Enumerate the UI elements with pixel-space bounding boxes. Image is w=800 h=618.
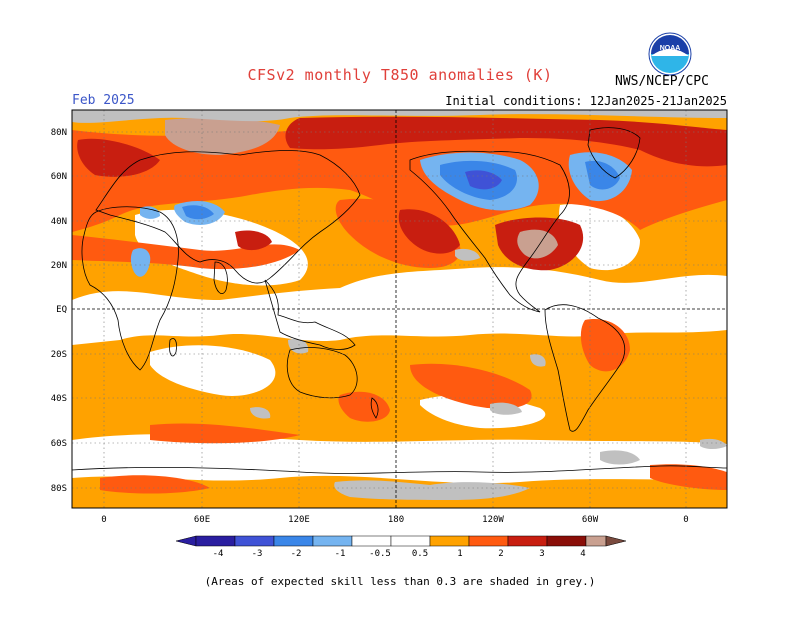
field-red-southpac xyxy=(410,363,532,409)
lon-label: 120E xyxy=(288,515,310,525)
lon-label: 120W xyxy=(482,515,504,525)
lon-label: 0 xyxy=(101,515,106,525)
colorbar-label: -1 xyxy=(335,549,346,559)
lat-label: 40N xyxy=(51,217,67,227)
colorbar-box xyxy=(312,535,353,547)
field-grey-4 xyxy=(600,450,640,465)
lat-label: 20S xyxy=(51,350,67,360)
coast-madagascar xyxy=(169,338,177,357)
coast-greenland xyxy=(587,127,641,179)
colorbar-box xyxy=(468,535,509,547)
coast-samerica xyxy=(544,304,625,432)
colorbar-label: 4 xyxy=(580,549,585,559)
colorbar-arrow-left xyxy=(175,535,197,547)
forecast-month: Feb 2025 xyxy=(72,93,135,108)
coast-nz xyxy=(370,397,379,419)
lon-label: 0 xyxy=(683,515,688,525)
lon-label: 60W xyxy=(582,515,599,525)
lat-label: 40S xyxy=(51,394,67,404)
coast-antarctica xyxy=(72,465,727,474)
colorbar-box xyxy=(429,535,470,547)
colorbar-box xyxy=(273,535,314,547)
field-grey-5 xyxy=(700,438,727,449)
field-blue-canada-core xyxy=(465,170,502,190)
coast-australia xyxy=(286,347,358,399)
field-brown-us xyxy=(517,229,558,259)
field-darkred-pacific xyxy=(398,209,460,254)
initial-conditions: Initial conditions: 12Jan2025-21Jan2025 xyxy=(445,94,727,108)
colorbar-label: 1 xyxy=(457,549,462,559)
coast-india xyxy=(213,261,228,294)
field-darkred-asia xyxy=(235,230,272,251)
colorbar-box xyxy=(585,535,607,547)
noaa-logo: NOAA xyxy=(648,32,692,76)
field-grey-3 xyxy=(490,402,522,415)
field-red-antarctic-w xyxy=(650,464,727,490)
colorbar-label: -3 xyxy=(252,549,263,559)
lat-label: 60N xyxy=(51,172,67,182)
skill-footnote: (Areas of expected skill less than 0.3 a… xyxy=(204,575,596,588)
lat-label: 20N xyxy=(51,261,67,271)
agency-label: NWS/NCEP/CPC xyxy=(615,74,709,89)
colorbar-box xyxy=(546,535,587,547)
coast-africa xyxy=(81,206,179,371)
field-blue-europe xyxy=(140,206,160,219)
field-grey-hawaii xyxy=(455,248,480,261)
lat-label: EQ xyxy=(56,305,67,315)
colorbar-arrow-right xyxy=(605,535,627,547)
lon-label: 180 xyxy=(388,515,404,525)
field-red-southern xyxy=(150,423,300,444)
colorbar-box xyxy=(195,535,236,547)
field-red-eurasia xyxy=(72,235,300,270)
field-darkred-siberia xyxy=(77,138,160,177)
reference-lines xyxy=(72,110,727,508)
colorbar-label: 0.5 xyxy=(412,549,428,559)
lon-labels: 0 60E 120E 180 120W 60W 0 xyxy=(101,515,688,525)
map-title: CFSv2 monthly T850 anomalies (K) xyxy=(247,66,553,84)
coast-europe-asia xyxy=(95,150,361,284)
colorbar-label: 2 xyxy=(498,549,503,559)
colorbar-label: -2 xyxy=(291,549,302,559)
field-grey-arctic xyxy=(72,110,727,123)
field-grey-antarctic xyxy=(334,480,530,500)
coastlines xyxy=(72,127,727,474)
field-white-namerica xyxy=(559,204,640,271)
logo-text: NOAA xyxy=(660,45,681,52)
colorbar-label: -4 xyxy=(213,549,224,559)
lat-label: 80N xyxy=(51,128,67,138)
colorbar-box xyxy=(351,535,392,547)
lat-label: 60S xyxy=(51,439,67,449)
field-white-asia xyxy=(135,209,308,286)
lat-label: 80S xyxy=(51,484,67,494)
field-white-tropical xyxy=(72,267,727,345)
colorbar-label: 3 xyxy=(539,549,544,559)
colorbar: -4 -3 -2 -1 -0.5 0.5 1 2 3 4 xyxy=(175,535,627,559)
lat-labels: 80N 60N 40N 20N EQ 20S 40S 60S 80S xyxy=(51,128,67,494)
colorbar-label: -0.5 xyxy=(369,549,391,559)
coast-namerica xyxy=(409,150,570,313)
field-grey-6 xyxy=(250,407,271,419)
field-blue-eurasia-mid xyxy=(182,205,214,220)
field-grey-2 xyxy=(530,354,546,367)
colorbar-box xyxy=(390,535,431,547)
field-blue-greenland-mid xyxy=(585,160,620,190)
colorbar-box xyxy=(507,535,548,547)
map-frame xyxy=(71,109,728,509)
field-brown-arctic xyxy=(165,117,280,155)
field-red-antarctic-e xyxy=(100,475,210,494)
field-grey-1 xyxy=(288,338,309,354)
field-red-arctic xyxy=(72,129,727,232)
field-blue-africa xyxy=(130,248,151,277)
field-darkred-arctic xyxy=(285,116,727,167)
lon-label: 60E xyxy=(194,515,210,525)
coast-seasia xyxy=(264,279,356,350)
field-white-sea-indian xyxy=(150,345,276,396)
colorbar-box xyxy=(234,535,275,547)
